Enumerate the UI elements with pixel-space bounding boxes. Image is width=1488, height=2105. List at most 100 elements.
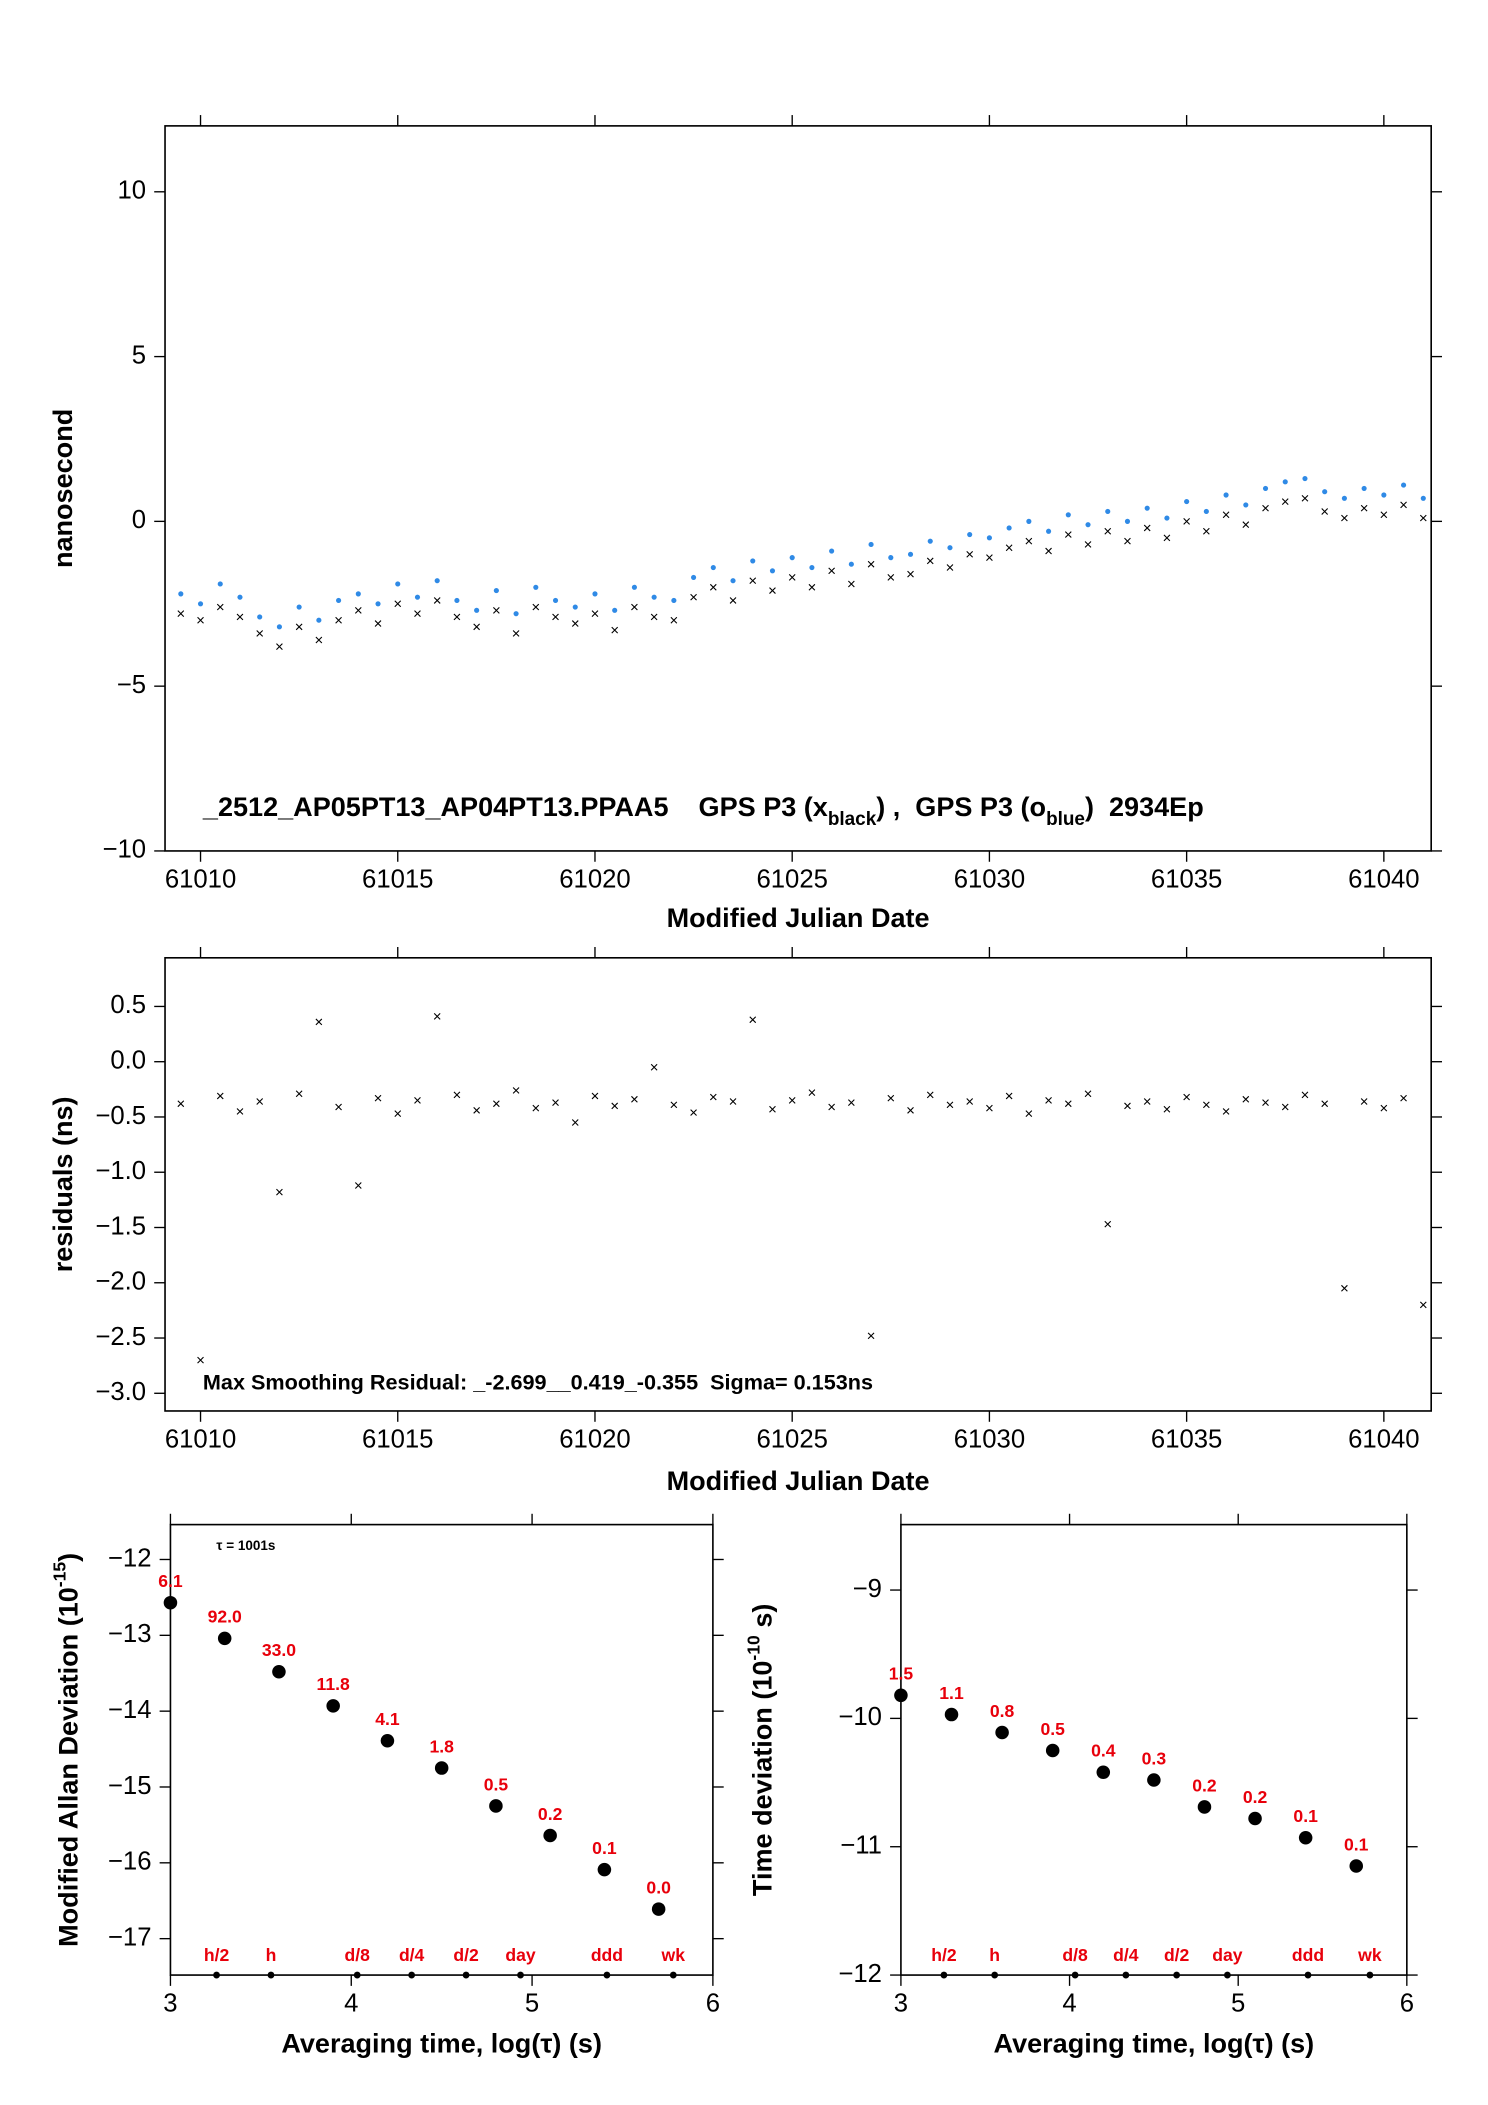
- x-tick-label: 61020: [559, 1426, 630, 1454]
- point-label: 0.1: [1293, 1806, 1318, 1826]
- point-label: 1.5: [889, 1664, 914, 1684]
- point-label: 0.2: [538, 1804, 563, 1824]
- x-marker: [414, 610, 421, 618]
- x-marker: [591, 1092, 599, 1100]
- dot-marker: [1164, 515, 1170, 521]
- x-tick-label: 4: [1062, 1990, 1076, 2018]
- dot-marker: [336, 597, 342, 604]
- x-marker: [433, 597, 441, 604]
- x-tick-label: 61025: [756, 865, 827, 893]
- dot-marker: [1243, 502, 1249, 508]
- y-tick-label: −1.0: [95, 1157, 146, 1185]
- dot-marker: [848, 561, 854, 567]
- x-marker: [1400, 1094, 1407, 1102]
- x-marker: [177, 610, 185, 618]
- y-axis-label: residuals (ns): [48, 1096, 78, 1272]
- x-marker: [374, 620, 382, 627]
- dot-marker: [533, 584, 539, 590]
- x-marker: [808, 583, 816, 591]
- x-marker: [552, 613, 559, 621]
- x-marker: [1222, 1108, 1230, 1115]
- x-marker: [453, 1091, 461, 1099]
- x-tick-label: 61020: [559, 865, 630, 893]
- point: [894, 1688, 908, 1703]
- x-marker: [394, 1110, 402, 1118]
- x-marker: [1262, 504, 1269, 512]
- x-marker: [1025, 537, 1033, 545]
- dot-marker: [454, 597, 460, 604]
- x-marker: [828, 1103, 835, 1111]
- dot-marker: [1006, 525, 1012, 531]
- x-marker: [1400, 501, 1407, 509]
- x-tick-label: 61035: [1151, 1426, 1222, 1454]
- x-marker: [1025, 1110, 1033, 1118]
- x-marker: [552, 1099, 559, 1106]
- x-tick-label: 5: [525, 1990, 539, 2018]
- dot-marker: [257, 614, 263, 620]
- x-marker: [828, 567, 835, 575]
- x-marker: [926, 1091, 934, 1099]
- x-marker: [788, 574, 796, 581]
- x-tick-label: 61040: [1348, 865, 1419, 893]
- x-marker: [650, 613, 658, 621]
- x-marker: [1005, 544, 1013, 552]
- point: [326, 1699, 340, 1713]
- time-marker: [1071, 1971, 1079, 1979]
- time-marker-label: d/4: [399, 1945, 425, 1965]
- x-marker: [453, 613, 461, 621]
- x-marker: [1183, 1093, 1190, 1101]
- time-marker-label: d/4: [1113, 1945, 1139, 1965]
- dot-marker: [355, 591, 361, 597]
- y-tick-label: −5: [117, 671, 146, 699]
- x-marker: [1045, 547, 1052, 555]
- point: [1298, 1830, 1313, 1845]
- point-label: 0.8: [990, 1701, 1015, 1721]
- y-tick-label: −10: [103, 836, 147, 864]
- point: [380, 1733, 395, 1748]
- x-marker: [315, 1018, 323, 1026]
- y-tick-label: −17: [108, 1923, 152, 1951]
- dot-marker: [197, 601, 204, 607]
- x-marker: [1360, 1098, 1368, 1105]
- x-marker: [295, 623, 303, 631]
- point-label: 4.1: [375, 1709, 400, 1729]
- x-marker: [414, 1097, 421, 1104]
- time-marker: [991, 1971, 999, 1979]
- dot-marker: [710, 564, 716, 571]
- plot-frame: [900, 1523, 1408, 1976]
- x-marker: [887, 1094, 895, 1102]
- x-marker: [335, 616, 342, 624]
- x-marker: [197, 1356, 204, 1364]
- x-marker: [1321, 1100, 1329, 1108]
- y-tick-label: −2.5: [95, 1323, 146, 1351]
- x-marker: [1262, 1099, 1269, 1106]
- x-marker: [216, 603, 224, 611]
- x-marker: [631, 603, 638, 611]
- x-marker: [650, 1063, 658, 1071]
- dot-marker: [1085, 522, 1091, 528]
- x-marker: [374, 1094, 382, 1102]
- y-axis-label-part: Time deviation (10: [747, 1661, 777, 1897]
- time-marker-label: day: [1212, 1945, 1243, 1965]
- x-marker: [1380, 511, 1388, 519]
- x-marker: [1143, 1098, 1151, 1105]
- dot-marker: [572, 604, 578, 610]
- time-marker: [603, 1971, 611, 1979]
- x-marker: [1202, 1101, 1210, 1109]
- time-marker: [1304, 1971, 1312, 1979]
- x-marker: [276, 643, 283, 650]
- dot-marker: [1046, 528, 1052, 534]
- dot-marker: [947, 545, 953, 551]
- dot-marker: [316, 617, 322, 623]
- x-marker: [532, 603, 540, 611]
- point: [489, 1799, 503, 1813]
- x-marker: [1301, 494, 1309, 502]
- point: [651, 1902, 666, 1916]
- point-label: 0.1: [592, 1838, 617, 1858]
- time-marker: [408, 1971, 416, 1979]
- y-tick-label: −12: [838, 1960, 882, 1988]
- x-marker: [749, 1016, 757, 1024]
- dot-marker: [237, 594, 243, 600]
- dot-marker: [1420, 495, 1426, 501]
- time-marker-label: h/2: [204, 1945, 230, 1965]
